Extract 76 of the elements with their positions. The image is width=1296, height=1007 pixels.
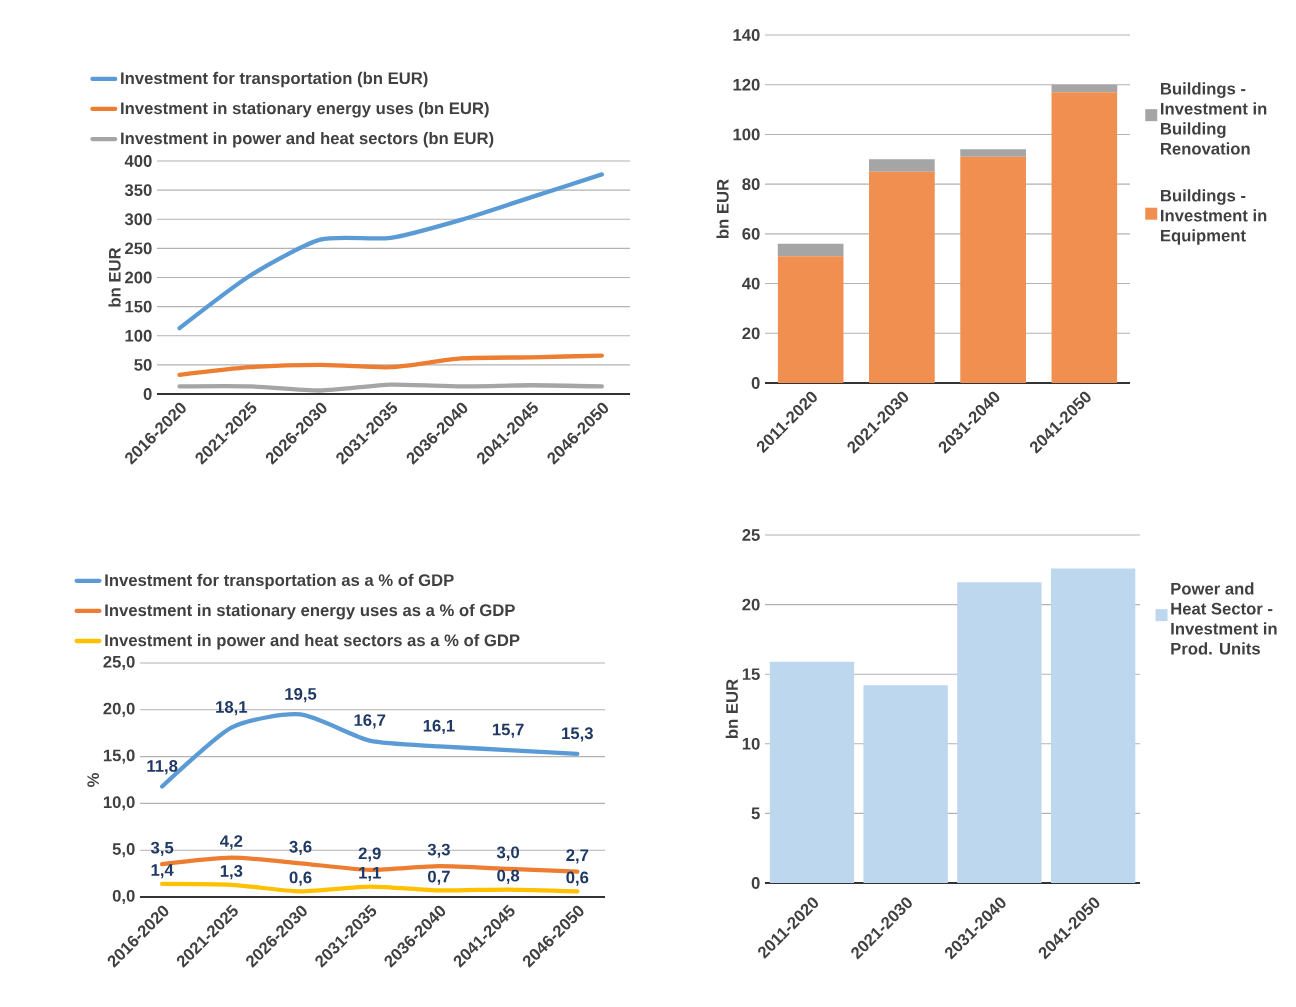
y-tick-label: 5 — [751, 807, 760, 820]
y-tick-label: 5,0 — [112, 843, 135, 858]
data-label: 2,9 — [358, 847, 381, 862]
y-tick-label: 15,0 — [103, 749, 135, 764]
line-series — [177, 172, 604, 331]
data-label: 3,0 — [496, 846, 520, 861]
y-tick-label: 60 — [742, 227, 760, 240]
y-tick-label: 100 — [733, 128, 760, 141]
y-tick-label: 0 — [143, 388, 152, 400]
bar — [769, 661, 855, 883]
data-label: 3,5 — [150, 841, 174, 856]
data-label: 1,4 — [151, 864, 174, 879]
data-label: 11,8 — [147, 760, 178, 775]
bar — [869, 171, 935, 383]
data-label: 15,7 — [492, 723, 524, 738]
legend-label: Buildings - Investment in Equipment — [1161, 189, 1267, 245]
legend-label: Power and Heat Sector - Investment in Prod. Units — [1171, 582, 1277, 655]
legend-label: Investment in stationary energy uses as a % of GDP — [105, 603, 515, 620]
legend-label: Investment in power and heat sectors (bn EUR) — [121, 131, 494, 148]
legend-label: Investment for transportation as a % of GDP — [105, 573, 454, 590]
y-tick-label: 25,0 — [103, 655, 135, 671]
data-label: 3,3 — [427, 843, 450, 858]
data-label: 0,7 — [428, 870, 450, 885]
legend-label: Buildings - Investment in Building Renovation — [1161, 82, 1267, 155]
bar — [957, 582, 1042, 883]
bar — [960, 156, 1026, 383]
data-label: 1,3 — [220, 865, 243, 880]
data-label: 0,8 — [497, 869, 520, 884]
bar — [1050, 568, 1136, 883]
y-tick-label: 0 — [751, 877, 760, 889]
y-tick-label: 150 — [125, 300, 152, 313]
data-label: 4,2 — [220, 835, 243, 850]
y-tick-label: 250 — [125, 242, 152, 255]
y-axis-title: bn EUR — [725, 679, 738, 738]
data-label: 15,3 — [562, 727, 593, 742]
y-tick-label: 20 — [742, 327, 760, 340]
y-tick-label: 400 — [124, 155, 152, 167]
y-axis-title: bn EUR — [716, 179, 729, 238]
legend-label: Investment in stationary energy uses (bn EUR) — [121, 101, 489, 118]
data-label: 19,5 — [285, 688, 317, 703]
line-series — [177, 353, 604, 377]
y-tick-label: 20,0 — [103, 702, 135, 717]
bar — [869, 159, 935, 172]
data-label: 16,1 — [423, 719, 455, 735]
y-tick-label: 40 — [742, 277, 760, 290]
bar — [1051, 92, 1118, 383]
y-tick-label: 10 — [742, 737, 760, 750]
y-tick-label: 10,0 — [103, 796, 135, 811]
legend-label: Investment in power and heat sectors as a % of GDP — [105, 633, 520, 650]
y-tick-label: 80 — [742, 178, 760, 191]
data-label: 0,6 — [566, 871, 589, 886]
bar — [960, 149, 1026, 157]
bar — [777, 256, 844, 383]
y-tick-label: 0 — [751, 377, 760, 389]
y-axis-title: bn EUR — [108, 247, 121, 307]
y-tick-label: 20 — [742, 598, 760, 611]
y-tick-label: 50 — [134, 358, 152, 371]
y-tick-label: 200 — [125, 271, 152, 284]
data-label: 16,7 — [354, 714, 386, 729]
y-tick-label: 0,0 — [112, 889, 135, 905]
y-tick-label: 350 — [124, 184, 152, 197]
data-label: 2,7 — [566, 849, 589, 864]
legend-label: Investment for transportation (bn EUR) — [121, 71, 428, 88]
y-tick-label: 15 — [742, 668, 760, 681]
y-tick-label: 300 — [124, 213, 152, 226]
data-label: 0,6 — [289, 871, 312, 886]
bar — [863, 685, 948, 883]
y-tick-label: 100 — [125, 329, 152, 342]
bar — [1051, 84, 1118, 93]
data-label: 18,1 — [216, 701, 248, 716]
y-tick-label: 120 — [733, 78, 760, 91]
data-label: 3,6 — [289, 840, 312, 856]
y-tick-label: 140 — [733, 29, 760, 41]
bar — [777, 243, 844, 257]
y-tick-label: 25 — [742, 529, 760, 541]
y-axis-title: % — [87, 773, 100, 787]
